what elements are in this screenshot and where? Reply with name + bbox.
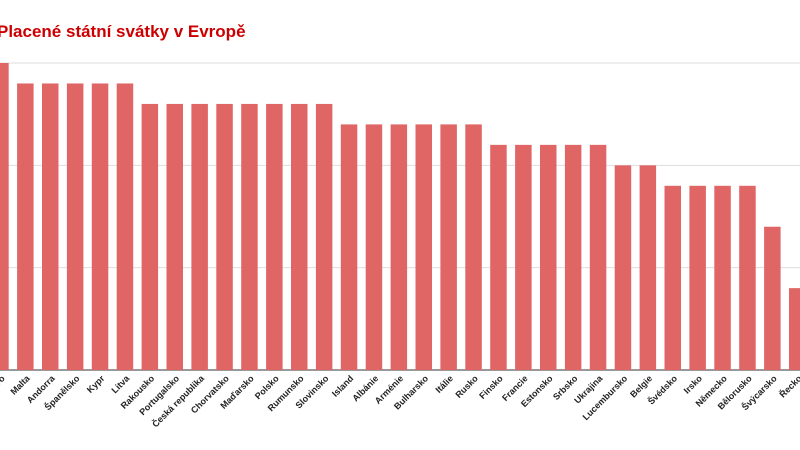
- bar: [191, 103, 208, 370]
- bar: [564, 144, 582, 370]
- bar: [166, 103, 183, 370]
- x-tick-label: Řecko: [777, 372, 800, 399]
- chart-title: Placené státní svátky v Evropě: [0, 22, 246, 41]
- bar: [789, 288, 800, 370]
- bar: [440, 124, 457, 371]
- x-tick-label: Lucembursko: [581, 373, 630, 422]
- bar: [42, 83, 59, 370]
- bar: [689, 185, 706, 370]
- bar: [764, 226, 781, 370]
- bar: [589, 144, 607, 370]
- bar: [141, 103, 159, 370]
- bar: [639, 165, 657, 370]
- bar: [0, 63, 9, 370]
- x-tick-label: Irsko: [682, 373, 705, 396]
- bar: [216, 103, 233, 370]
- bar: [614, 165, 632, 370]
- x-tick-label: Litva: [109, 373, 132, 396]
- bar: [340, 124, 358, 371]
- bar: [17, 83, 34, 370]
- bar: [540, 144, 557, 370]
- bar: [714, 185, 731, 370]
- bar: [515, 144, 532, 370]
- x-tick-label: Rusko: [453, 373, 480, 400]
- x-tick-label: Kypr: [85, 373, 107, 395]
- x-tick-label: Itálie: [433, 373, 455, 395]
- bar: [390, 124, 408, 371]
- bar: [365, 124, 383, 371]
- bar: [241, 103, 258, 370]
- bar: [291, 103, 308, 370]
- bar: [315, 103, 333, 370]
- bar: [266, 103, 283, 370]
- bar: [116, 83, 134, 370]
- bar: [91, 83, 109, 370]
- bar: [739, 185, 756, 370]
- bar: [66, 83, 84, 370]
- bar: [415, 124, 432, 371]
- bar: [664, 185, 681, 370]
- x-tick-label: Kosovo: [0, 373, 7, 404]
- bar: [490, 144, 507, 370]
- bar: [465, 124, 482, 371]
